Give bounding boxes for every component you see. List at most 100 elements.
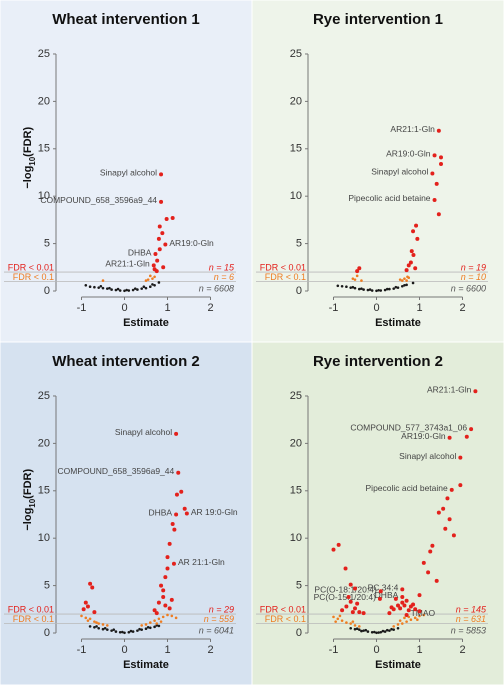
data-point (140, 628, 143, 631)
data-point (393, 596, 398, 601)
panel-title: Rye intervention 2 (313, 353, 443, 370)
data-point (106, 624, 109, 627)
data-point (409, 249, 414, 254)
data-point (156, 600, 161, 605)
data-point (127, 289, 131, 292)
count-label: n = 19 (461, 262, 486, 272)
point-label: AR19:0-Gln (386, 149, 431, 159)
panel-background (0, 341, 253, 685)
data-point (353, 624, 357, 627)
data-point (349, 622, 352, 625)
data-point (385, 287, 389, 291)
data-point (101, 286, 105, 290)
data-point (404, 268, 409, 273)
data-point (133, 287, 137, 290)
panel: Rye intervention 1 0 5 10 15 20 25 -1 0 1 2 Estimat… (251, 0, 504, 343)
data-point (464, 434, 469, 439)
data-point (170, 521, 175, 526)
data-point (159, 620, 163, 623)
data-point (417, 593, 422, 598)
y-tick-label: 25 (38, 390, 50, 402)
data-point (405, 620, 408, 623)
data-point (167, 541, 172, 546)
data-point (413, 616, 417, 620)
point-label: AR 19:0-Gln (191, 507, 238, 517)
count-label: n = 145 (456, 604, 487, 614)
y-label-tail: (FDR) (22, 469, 34, 499)
data-point (469, 427, 474, 432)
data-point (340, 284, 344, 288)
point-label: AR19:0-Gln (401, 431, 446, 441)
data-point (121, 630, 124, 634)
data-point (92, 610, 97, 615)
data-point (402, 603, 407, 608)
data-point (411, 229, 416, 234)
data-point (174, 616, 178, 620)
data-point (401, 279, 404, 282)
x-tick-label: -1 (77, 644, 87, 656)
data-point (131, 630, 135, 633)
data-point (358, 625, 361, 628)
point-label: Sinapyl alcohol (399, 451, 456, 461)
data-point (161, 615, 165, 619)
data-point (340, 608, 345, 613)
data-point (389, 605, 394, 610)
data-point (336, 284, 340, 288)
data-point (406, 263, 411, 268)
data-point (415, 236, 420, 241)
data-point (401, 622, 404, 625)
data-point (343, 566, 348, 571)
data-point (357, 266, 362, 271)
point-label: Sinapyl alcohol (100, 168, 157, 178)
data-point (398, 619, 402, 622)
data-point (101, 623, 105, 626)
data-point (360, 629, 363, 633)
x-tick-label: 0 (121, 302, 127, 314)
data-point (88, 285, 92, 289)
data-point (366, 630, 370, 633)
panel-title: Wheat intervention 1 (52, 11, 200, 28)
data-point (447, 517, 452, 522)
panel-background (251, 0, 504, 343)
y-tick-label: 15 (38, 143, 50, 155)
point-label: Sinapyl alcohol (115, 427, 172, 437)
data-point (379, 289, 383, 292)
data-point (426, 570, 431, 575)
data-point (413, 607, 418, 612)
data-point (405, 283, 408, 287)
data-point (81, 607, 86, 612)
data-point (93, 626, 96, 629)
point-label: PC(O-18:1/20:4) (314, 585, 377, 595)
point-label: PC(O-15:1/20:4) (314, 592, 377, 602)
data-point (351, 277, 355, 280)
data-point (396, 603, 400, 608)
x-tick-label: 2 (207, 302, 213, 314)
data-point (83, 600, 88, 605)
data-point (166, 613, 169, 617)
data-point (392, 287, 395, 290)
data-point (403, 616, 406, 620)
data-point (377, 288, 380, 292)
count-label: n = 6041 (199, 625, 234, 635)
data-point (118, 630, 122, 634)
data-point (88, 617, 92, 621)
data-point (434, 181, 439, 186)
data-point (430, 171, 435, 176)
data-point (403, 277, 406, 280)
y-tick-label: 10 (290, 190, 302, 202)
data-point (396, 286, 400, 289)
data-point (157, 281, 161, 284)
data-point (165, 555, 170, 560)
data-point (149, 285, 152, 289)
data-point (174, 431, 179, 436)
data-point (406, 608, 411, 613)
data-point (357, 610, 362, 615)
y-tick-label: 0 (44, 627, 50, 639)
data-point (106, 628, 109, 631)
data-point (174, 512, 179, 517)
data-point (146, 278, 150, 281)
y-tick-label: 20 (290, 437, 302, 449)
x-tick-label: 1 (164, 302, 170, 314)
y-tick-label: 0 (296, 627, 302, 639)
